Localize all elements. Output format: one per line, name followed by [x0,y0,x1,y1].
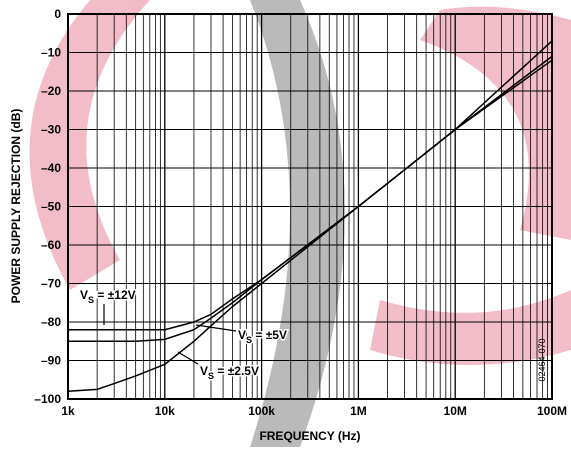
annotation: VS = ±2.5V [200,364,259,381]
y-tick-label: –70 [41,277,61,291]
x-tick-label: 10k [155,404,175,418]
y-tick-label: 0 [54,7,61,21]
y-tick-label: –10 [41,46,61,60]
watermark [30,0,571,447]
x-tick-label: 100M [537,404,567,418]
leader-line [178,352,198,364]
y-tick-label: –90 [41,354,61,368]
y-tick-label: –30 [41,123,61,137]
x-axis-label: FREQUENCY (Hz) [259,429,360,443]
annotation-main: V [238,328,246,342]
y-tick-label: –80 [41,315,61,329]
x-tick-label: 10M [444,404,467,418]
annotation: VS = ±12V [80,288,136,305]
x-tick-label: 1M [350,404,367,418]
x-tick-label: 1k [61,404,75,418]
y-tick-label: –60 [41,238,61,252]
y-tick-label: –50 [41,200,61,214]
y-tick-label: –40 [41,161,61,175]
y-tick-label: –20 [41,84,61,98]
y-axis-label: POWER SUPPLY REJECTION (dB) [9,109,23,304]
annotation-tail: = ±5V [252,328,287,342]
annotation-tail: = ±12V [94,288,136,302]
annotation-main: V [80,288,88,302]
x-tick-label: 100k [248,404,275,418]
annotation-main: V [200,364,208,378]
y-tick-label: –100 [34,392,61,406]
leader-line [196,325,236,331]
annotation-tail: = ±2.5V [214,364,259,378]
